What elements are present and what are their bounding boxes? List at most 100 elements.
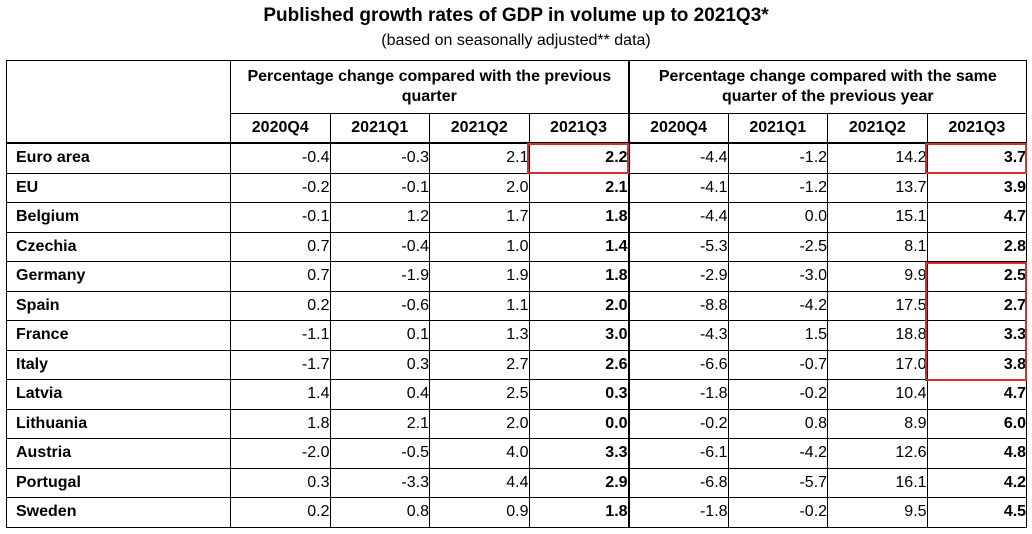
country-name: Czechia	[6, 231, 231, 262]
country-name: Lithuania	[6, 408, 231, 439]
value-cell-qoq-2021q2: 1.7	[429, 202, 530, 233]
country-name: Belgium	[6, 202, 231, 233]
value-cell-qoq-2020q4: -1.1	[230, 320, 331, 351]
value-cell-qoq-2021q3: 1.8	[528, 497, 630, 528]
value-cell-qoq-2021q3: 3.0	[528, 320, 630, 351]
value-cell-qoq-2020q4: 0.3	[230, 467, 331, 498]
value-cell-qoq-2020q4: 0.2	[230, 497, 331, 528]
value-cell-yoy-2020q4: -4.4	[627, 202, 729, 233]
value-cell-qoq-2021q2: 2.1	[429, 142, 530, 174]
table-row: Italy -1.7 0.3 2.7 2.6 -6.6 -0.7 17.0 3.8	[6, 349, 1028, 380]
value-cell-qoq-2021q1: 2.1	[329, 408, 430, 439]
value-cell-qoq-2021q2: 2.0	[429, 172, 530, 203]
value-cell-yoy-2021q1: -2.5	[727, 231, 829, 262]
value-cell-yoy-2020q4: -1.8	[627, 379, 729, 410]
value-cell-yoy-2021q1: -4.2	[727, 438, 829, 469]
value-cell-qoq-2021q1: -0.5	[329, 438, 430, 469]
value-cell-yoy-2020q4: -6.8	[627, 467, 729, 498]
value-cell-yoy-2021q1: -0.2	[727, 497, 829, 528]
group-header-qoq: Percentage change compared with the prev…	[229, 60, 630, 114]
value-cell-qoq-2021q1: 0.4	[329, 379, 430, 410]
value-cell-yoy-2021q1: -1.2	[727, 172, 829, 203]
value-cell-qoq-2020q4: -0.2	[230, 172, 331, 203]
quarter-header-yoy-2021q2: 2021Q2	[827, 113, 928, 144]
quarter-header-yoy-2021q1: 2021Q1	[727, 113, 829, 144]
country-name: Spain	[6, 290, 231, 321]
value-cell-yoy-2021q2: 17.5	[827, 290, 928, 321]
country-name: Portugal	[6, 467, 231, 498]
value-cell-yoy-2021q3: 2.7	[926, 290, 1028, 321]
table-row: Sweden 0.2 0.8 0.9 1.8 -1.8 -0.2 9.5 4.5	[6, 497, 1028, 528]
value-cell-qoq-2021q3: 2.9	[528, 467, 630, 498]
value-cell-qoq-2020q4: 0.2	[230, 290, 331, 321]
table-row: Portugal 0.3 -3.3 4.4 2.9 -6.8 -5.7 16.1 4.2	[6, 467, 1028, 498]
value-cell-qoq-2020q4: 0.7	[230, 261, 331, 292]
quarter-header-qoq-2021q1: 2021Q1	[329, 113, 430, 144]
country-name: Euro area	[6, 142, 231, 174]
quarter-header-qoq-2021q3: 2021Q3	[528, 113, 630, 144]
value-cell-yoy-2021q1: -0.7	[727, 349, 829, 380]
value-cell-yoy-2021q2: 9.5	[827, 497, 928, 528]
country-name: Austria	[6, 438, 231, 469]
value-cell-yoy-2021q2: 8.1	[827, 231, 928, 262]
country-name: Latvia	[6, 379, 231, 410]
value-cell-yoy-2021q3: 3.3	[926, 320, 1028, 351]
value-cell-yoy-2021q3: 4.8	[926, 438, 1028, 469]
table-row: Spain 0.2 -0.6 1.1 2.0 -8.8 -4.2 17.5 2.7	[6, 290, 1028, 321]
value-cell-qoq-2021q1: -0.3	[329, 142, 430, 174]
value-cell-yoy-2021q2: 15.1	[827, 202, 928, 233]
value-cell-qoq-2021q1: 0.3	[329, 349, 430, 380]
value-cell-qoq-2020q4: -2.0	[230, 438, 331, 469]
value-cell-yoy-2021q3: 4.7	[926, 379, 1028, 410]
value-cell-yoy-2020q4: -0.2	[627, 408, 729, 439]
value-cell-qoq-2020q4: -0.4	[230, 142, 331, 174]
table-row: Czechia 0.7 -0.4 1.0 1.4 -5.3 -2.5 8.1 2.8	[6, 231, 1028, 262]
value-cell-qoq-2020q4: -1.7	[230, 349, 331, 380]
value-cell-yoy-2021q2: 8.9	[827, 408, 928, 439]
value-cell-yoy-2021q3: 4.5	[926, 497, 1028, 528]
value-cell-yoy-2021q3: 6.0	[926, 408, 1028, 439]
value-cell-qoq-2021q2: 1.1	[429, 290, 530, 321]
country-name: Italy	[6, 349, 231, 380]
country-name: France	[6, 320, 231, 351]
value-cell-yoy-2021q3: 3.7	[926, 142, 1028, 174]
value-cell-qoq-2021q2: 4.4	[429, 467, 530, 498]
table-row: Euro area -0.4 -0.3 2.1 2.2 -4.4 -1.2 14.2 3.7	[6, 142, 1028, 174]
table-row: Belgium -0.1 1.2 1.7 1.8 -4.4 0.0 15.1 4.7	[6, 202, 1028, 233]
value-cell-yoy-2021q1: -3.0	[727, 261, 829, 292]
value-cell-qoq-2021q2: 1.0	[429, 231, 530, 262]
value-cell-qoq-2021q1: 0.8	[329, 497, 430, 528]
value-cell-qoq-2021q2: 0.9	[429, 497, 530, 528]
value-cell-qoq-2021q3: 3.3	[528, 438, 630, 469]
value-cell-yoy-2021q1: 0.8	[727, 408, 829, 439]
value-cell-yoy-2021q2: 13.7	[827, 172, 928, 203]
value-cell-yoy-2020q4: -4.4	[627, 142, 729, 174]
value-cell-qoq-2021q3: 2.2	[528, 142, 630, 174]
value-cell-qoq-2020q4: 1.8	[230, 408, 331, 439]
value-cell-yoy-2021q1: -4.2	[727, 290, 829, 321]
value-cell-qoq-2021q1: 1.2	[329, 202, 430, 233]
value-cell-yoy-2021q3: 4.2	[926, 467, 1028, 498]
table-row: EU -0.2 -0.1 2.0 2.1 -4.1 -1.2 13.7 3.9	[6, 172, 1028, 203]
value-cell-qoq-2021q3: 1.4	[528, 231, 630, 262]
value-cell-yoy-2021q1: -1.2	[727, 142, 829, 174]
value-cell-yoy-2021q2: 16.1	[827, 467, 928, 498]
value-cell-qoq-2021q2: 1.3	[429, 320, 530, 351]
table-title: Published growth rates of GDP in volume …	[263, 5, 769, 26]
country-name: Germany	[6, 261, 231, 292]
value-cell-yoy-2020q4: -1.8	[627, 497, 729, 528]
value-cell-qoq-2021q1: -3.3	[329, 467, 430, 498]
value-cell-qoq-2021q1: -0.1	[329, 172, 430, 203]
value-cell-yoy-2021q2: 12.6	[827, 438, 928, 469]
value-cell-qoq-2021q2: 4.0	[429, 438, 530, 469]
value-cell-yoy-2020q4: -6.1	[627, 438, 729, 469]
value-cell-yoy-2021q2: 10.4	[827, 379, 928, 410]
value-cell-yoy-2021q3: 3.9	[926, 172, 1028, 203]
value-cell-qoq-2021q3: 2.1	[528, 172, 630, 203]
value-cell-qoq-2021q3: 0.0	[528, 408, 630, 439]
value-cell-qoq-2021q3: 1.8	[528, 261, 630, 292]
value-cell-yoy-2021q1: 0.0	[727, 202, 829, 233]
value-cell-qoq-2021q2: 2.7	[429, 349, 530, 380]
value-cell-yoy-2021q2: 17.0	[827, 349, 928, 380]
value-cell-yoy-2021q2: 18.8	[827, 320, 928, 351]
